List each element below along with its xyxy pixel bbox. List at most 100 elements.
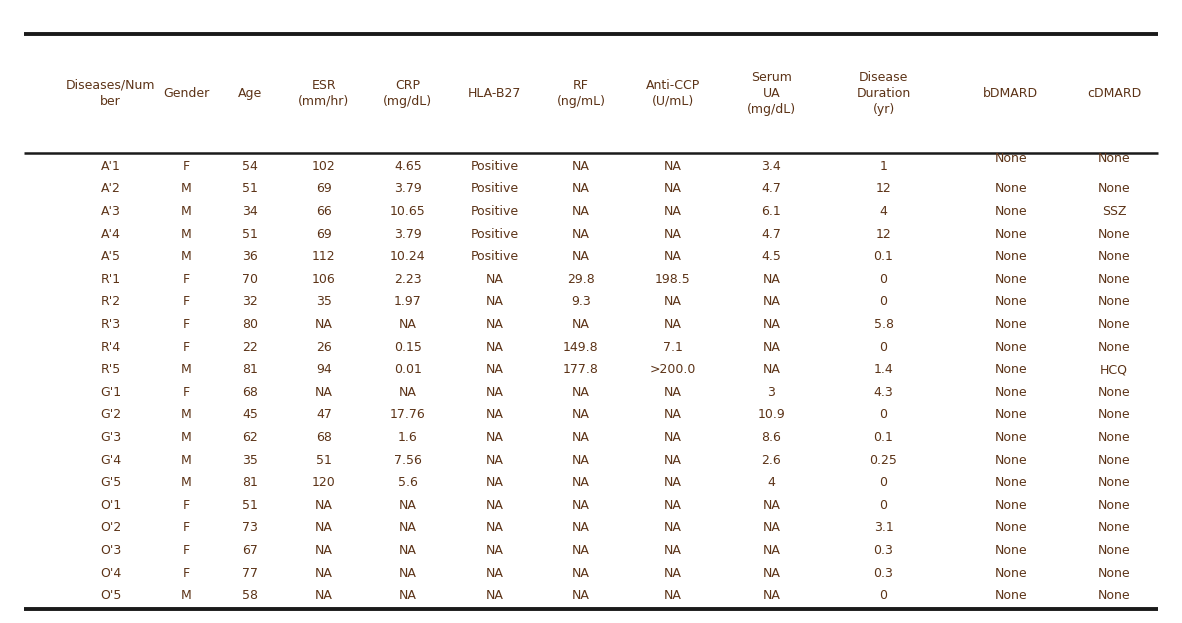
Text: None: None <box>994 499 1027 512</box>
Text: NA: NA <box>762 273 780 286</box>
Text: NA: NA <box>486 295 504 308</box>
Text: Serum
UA
(mg/dL): Serum UA (mg/dL) <box>747 71 795 116</box>
Text: Anti-CCP
(U/mL): Anti-CCP (U/mL) <box>645 79 700 108</box>
Text: NA: NA <box>572 183 590 195</box>
Text: R'1: R'1 <box>100 273 121 286</box>
Text: NA: NA <box>572 476 590 489</box>
Text: None: None <box>1098 152 1130 165</box>
Text: None: None <box>994 273 1027 286</box>
Text: Diseases/Num
ber: Diseases/Num ber <box>66 79 155 108</box>
Text: NA: NA <box>572 431 590 444</box>
Text: None: None <box>994 567 1027 579</box>
Text: NA: NA <box>663 499 682 512</box>
Text: 4.7: 4.7 <box>761 183 781 195</box>
Text: 0: 0 <box>879 589 888 602</box>
Text: NA: NA <box>572 408 590 421</box>
Text: None: None <box>1098 544 1130 557</box>
Text: 3.4: 3.4 <box>761 159 781 173</box>
Text: None: None <box>1098 183 1130 195</box>
Text: 80: 80 <box>242 318 258 331</box>
Text: 54: 54 <box>242 159 258 173</box>
Text: 51: 51 <box>242 499 258 512</box>
Text: NA: NA <box>486 567 504 579</box>
Text: 177.8: 177.8 <box>563 363 599 376</box>
Text: 69: 69 <box>316 227 332 240</box>
Text: Disease
Duration
(yr): Disease Duration (yr) <box>857 71 910 116</box>
Text: NA: NA <box>398 318 417 331</box>
Text: R'2: R'2 <box>100 295 121 308</box>
Text: 149.8: 149.8 <box>563 341 599 354</box>
Text: NA: NA <box>762 567 780 579</box>
Text: 51: 51 <box>316 454 332 467</box>
Text: NA: NA <box>663 295 682 308</box>
Text: R'5: R'5 <box>100 363 121 376</box>
Text: F: F <box>182 273 190 286</box>
Text: >200.0: >200.0 <box>649 363 696 376</box>
Text: 6.1: 6.1 <box>761 205 781 218</box>
Text: NA: NA <box>663 386 682 399</box>
Text: F: F <box>182 159 190 173</box>
Text: F: F <box>182 567 190 579</box>
Text: R'4: R'4 <box>100 341 121 354</box>
Text: M: M <box>181 431 191 444</box>
Text: 12: 12 <box>876 183 891 195</box>
Text: 2.6: 2.6 <box>761 454 781 467</box>
Text: 5.6: 5.6 <box>398 476 417 489</box>
Text: 29.8: 29.8 <box>567 273 595 286</box>
Text: M: M <box>181 589 191 602</box>
Text: NA: NA <box>572 227 590 240</box>
Text: M: M <box>181 205 191 218</box>
Text: 0.3: 0.3 <box>873 544 894 557</box>
Text: NA: NA <box>762 499 780 512</box>
Text: 62: 62 <box>242 431 258 444</box>
Text: NA: NA <box>762 341 780 354</box>
Text: None: None <box>1098 250 1130 263</box>
Text: None: None <box>994 250 1027 263</box>
Text: 0: 0 <box>879 341 888 354</box>
Text: NA: NA <box>663 318 682 331</box>
Text: A'2: A'2 <box>100 183 121 195</box>
Text: NA: NA <box>486 273 504 286</box>
Text: NA: NA <box>486 341 504 354</box>
Text: None: None <box>1098 431 1130 444</box>
Text: 8.6: 8.6 <box>761 431 781 444</box>
Text: Positive: Positive <box>470 183 519 195</box>
Text: None: None <box>1098 341 1130 354</box>
Text: NA: NA <box>486 431 504 444</box>
Text: 10.9: 10.9 <box>758 408 785 421</box>
Text: NA: NA <box>572 454 590 467</box>
Text: 3.79: 3.79 <box>394 227 422 240</box>
Text: M: M <box>181 363 191 376</box>
Text: HCQ: HCQ <box>1100 363 1128 376</box>
Text: 81: 81 <box>242 363 258 376</box>
Text: 0.1: 0.1 <box>873 250 894 263</box>
Text: 0.1: 0.1 <box>873 431 894 444</box>
Text: G'5: G'5 <box>100 476 121 489</box>
Text: bDMARD: bDMARD <box>983 87 1038 100</box>
Text: NA: NA <box>486 386 504 399</box>
Text: NA: NA <box>762 589 780 602</box>
Text: NA: NA <box>663 227 682 240</box>
Text: 7.1: 7.1 <box>663 341 682 354</box>
Text: 51: 51 <box>242 183 258 195</box>
Text: 45: 45 <box>242 408 258 421</box>
Text: 102: 102 <box>312 159 336 173</box>
Text: 12: 12 <box>876 227 891 240</box>
Text: 58: 58 <box>242 589 258 602</box>
Text: NA: NA <box>486 454 504 467</box>
Text: O'1: O'1 <box>100 499 121 512</box>
Text: 22: 22 <box>242 341 258 354</box>
Text: 120: 120 <box>312 476 336 489</box>
Text: NA: NA <box>486 499 504 512</box>
Text: None: None <box>1098 408 1130 421</box>
Text: 0.3: 0.3 <box>873 567 894 579</box>
Text: 1.97: 1.97 <box>394 295 422 308</box>
Text: None: None <box>994 408 1027 421</box>
Text: NA: NA <box>314 499 333 512</box>
Text: None: None <box>994 341 1027 354</box>
Text: 35: 35 <box>316 295 332 308</box>
Text: NA: NA <box>486 521 504 535</box>
Text: 4.7: 4.7 <box>761 227 781 240</box>
Text: NA: NA <box>486 476 504 489</box>
Text: 10.65: 10.65 <box>390 205 426 218</box>
